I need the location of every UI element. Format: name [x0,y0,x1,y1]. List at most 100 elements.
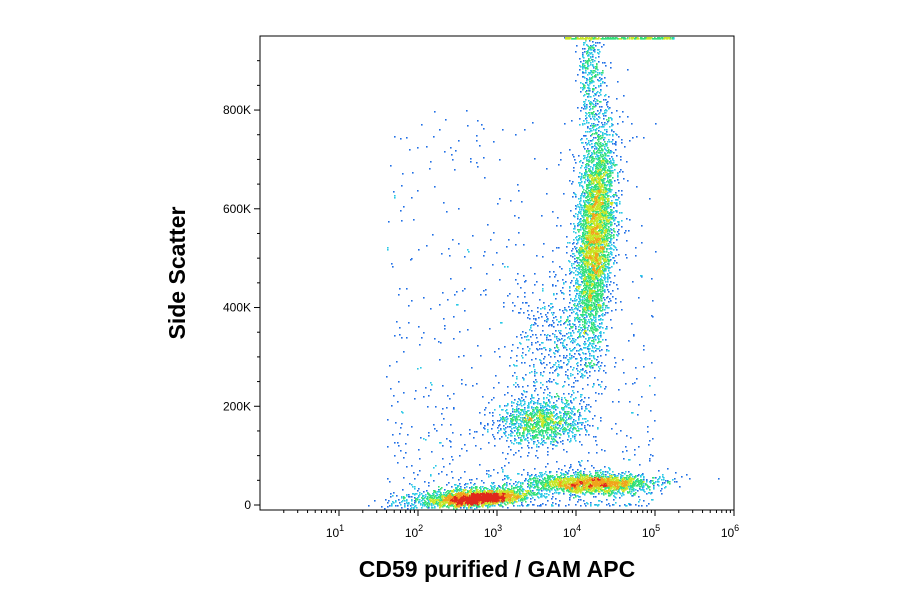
data-point [541,484,543,486]
data-point [548,429,550,431]
data-point [523,495,525,497]
data-point [451,502,453,504]
data-point [537,485,539,487]
data-point [468,492,470,494]
data-point [582,308,584,310]
data-point [595,245,597,247]
data-point [439,499,441,501]
data-point [579,480,581,482]
data-point [480,499,482,501]
data-point [577,229,579,231]
data-point [563,484,565,486]
data-point [607,484,609,486]
data-point [481,493,483,495]
data-point [477,506,479,508]
data-point [492,491,494,493]
data-point [524,425,526,427]
data-point [551,412,553,414]
data-point [606,491,608,493]
data-point [616,249,618,251]
data-point [507,426,509,428]
data-point [529,430,531,432]
data-point [558,476,560,478]
data-point [533,441,535,443]
data-point [588,262,590,264]
data-point [601,476,603,478]
data-point [542,420,544,422]
data-point [627,485,629,487]
data-point [641,474,643,476]
data-point [636,479,638,481]
data-point [594,489,596,491]
data-point [591,178,593,180]
data-point [602,247,604,249]
data-point [535,429,537,431]
data-point [577,490,579,492]
data-point [501,501,503,503]
data-point [595,486,597,488]
data-point [595,180,597,182]
data-point [604,478,606,480]
data-point [571,480,573,482]
data-point [541,472,543,474]
data-point [605,184,607,186]
data-point [502,485,504,487]
data-point [602,244,604,246]
data-point [503,484,505,486]
data-point [499,494,501,496]
data-point [592,247,594,249]
data-point [591,174,593,176]
data-point [590,490,592,492]
data-point [582,475,584,477]
data-point [598,137,600,139]
data-point [589,478,591,480]
data-point [591,330,593,332]
data-point [590,481,592,483]
data-point [618,482,620,484]
data-point [487,500,489,502]
data-point [544,473,546,475]
data-point [480,492,482,494]
data-point [551,418,553,420]
data-point [595,315,597,317]
data-point [553,416,555,418]
data-point [538,442,540,444]
data-point [585,263,587,265]
data-point [500,493,502,495]
data-point [578,479,580,481]
data-point [543,436,545,438]
data-point [578,480,580,482]
data-point [569,323,571,325]
data-point [474,498,476,500]
data-point [587,486,589,488]
data-point [506,500,508,502]
data-point [549,392,551,394]
data-point [586,404,588,406]
data-point [586,210,588,212]
data-point [593,265,595,267]
data-point [536,409,538,411]
data-point [483,489,485,491]
data-point [546,421,548,423]
data-point [554,434,556,436]
data-point [643,490,645,492]
data-point [530,401,532,403]
data-point [543,413,545,415]
data-point [592,210,594,212]
data-point [593,260,595,262]
data-point [605,476,607,478]
data-point [419,501,421,503]
data-point [473,500,475,502]
data-point [515,420,517,422]
data-point [374,500,376,502]
data-point [597,336,599,338]
data-point [616,204,618,206]
data-point [502,506,504,508]
data-point [481,500,483,502]
data-point [606,129,608,131]
data-point [630,477,632,479]
data-point [572,494,574,496]
data-point [434,497,436,499]
data-point [525,494,527,496]
data-point [511,498,513,500]
